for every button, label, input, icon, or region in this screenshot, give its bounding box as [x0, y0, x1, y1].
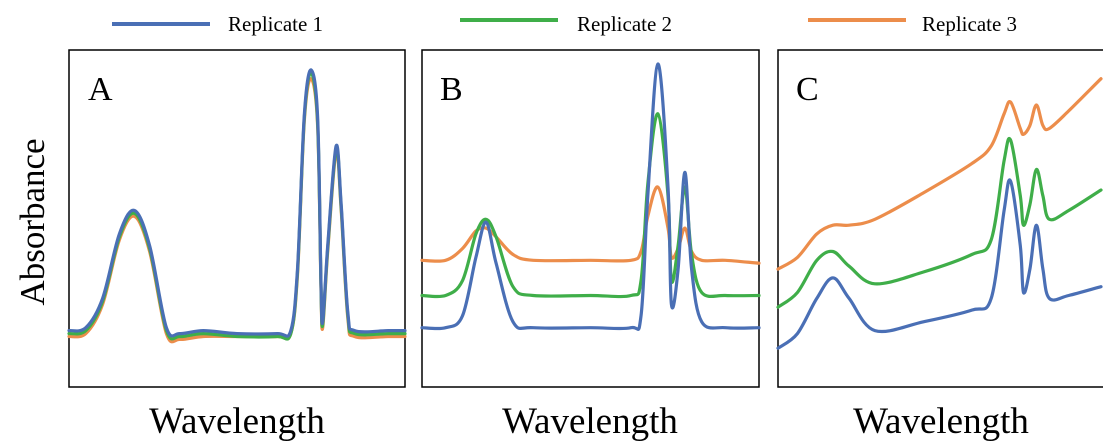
panel-b-plot [420, 62, 761, 331]
panel-c-plot [776, 77, 1103, 350]
panel-a-frame [68, 49, 406, 388]
panel-a-series-replicate-2 [67, 71, 407, 341]
panel-b-frame [421, 49, 760, 388]
panel-b-x-axis-label: Wavelength [502, 401, 678, 442]
legend-label-replicate-1: Replicate 1 [228, 12, 323, 36]
panel-c-frame [777, 49, 1103, 388]
panel-c-series-replicate-1 [776, 178, 1103, 350]
panel-b-series-replicate-1 [420, 62, 761, 331]
panel-a-plot [67, 68, 407, 344]
panel-a-series-replicate-1 [67, 68, 407, 338]
legend-label-replicate-3: Replicate 3 [922, 12, 1017, 36]
panel-a-series-replicate-3 [67, 77, 407, 344]
panel-c-label: C [796, 71, 819, 108]
legend: Replicate 1 Replicate 2 Replicate 3 [112, 12, 1017, 36]
panel-a-label: A [88, 71, 113, 108]
panel-c-series-replicate-2 [776, 136, 1103, 309]
panel-c-x-axis-label: Wavelength [853, 401, 1029, 442]
panel-b-label: B [440, 71, 463, 108]
legend-label-replicate-2: Replicate 2 [577, 12, 672, 36]
panel-b: B Wavelength [420, 49, 761, 442]
panel-a: A Wavelength [67, 49, 407, 442]
panel-c-series-replicate-3 [776, 77, 1103, 271]
panel-c: C Wavelength [776, 49, 1103, 442]
panel-a-x-axis-label: Wavelength [149, 401, 325, 442]
y-axis-label: Absorbance [13, 138, 52, 305]
